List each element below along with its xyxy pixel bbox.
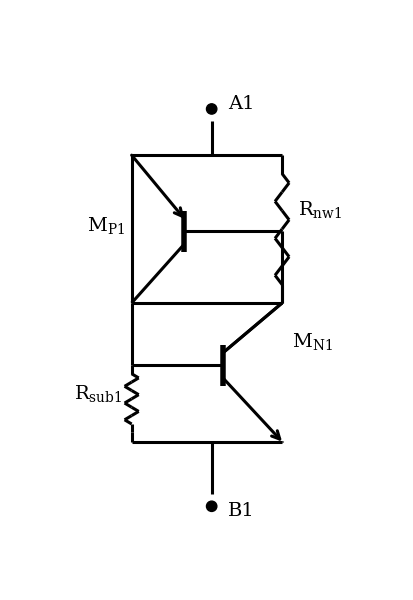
- Text: R$_{\mathregular{sub1}}$: R$_{\mathregular{sub1}}$: [74, 383, 122, 405]
- Text: M$_{\mathregular{N1}}$: M$_{\mathregular{N1}}$: [292, 332, 332, 353]
- Circle shape: [206, 104, 217, 114]
- Text: B1: B1: [228, 502, 254, 520]
- Text: A1: A1: [228, 95, 254, 113]
- Circle shape: [206, 501, 217, 511]
- Text: M$_{\mathregular{P1}}$: M$_{\mathregular{P1}}$: [87, 216, 125, 238]
- Text: R$_{\mathregular{nw1}}$: R$_{\mathregular{nw1}}$: [298, 200, 342, 221]
